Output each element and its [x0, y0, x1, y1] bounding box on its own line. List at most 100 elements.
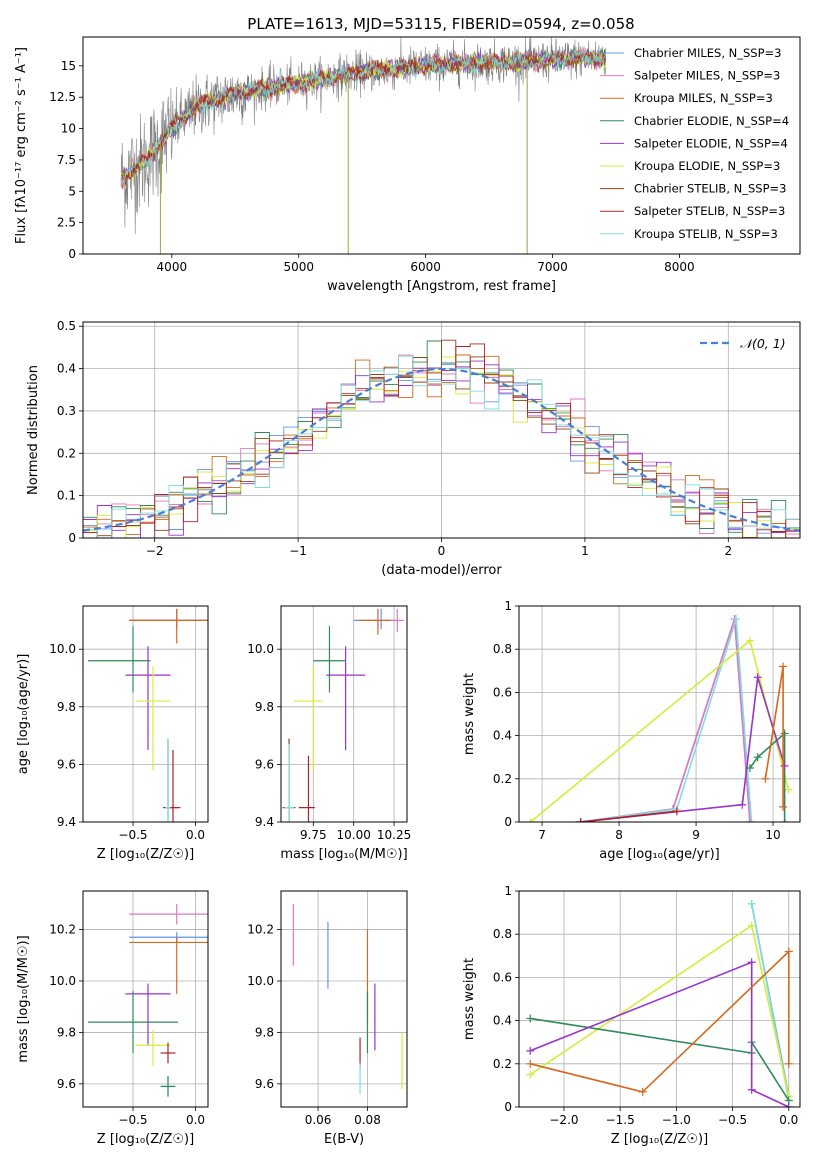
- y-tick-label: 0.6: [493, 970, 512, 984]
- y-axis-label: Flux [fλ10⁻¹⁷ erg cm⁻² s⁻¹ A⁻¹]: [14, 47, 29, 244]
- y-tick-label: 10.2: [247, 923, 274, 937]
- mass-weight-marker: [526, 1046, 535, 1055]
- x-tick-label: −0.5: [118, 828, 147, 842]
- x-tick-label: 6000: [410, 260, 441, 274]
- x-tick-label: −1.5: [606, 1113, 635, 1127]
- mass-weight-line: [530, 949, 790, 1093]
- x-axis-label: age [log₁₀(age/yr)]: [599, 847, 720, 862]
- mass-weight-marker: [747, 958, 756, 967]
- extinction-mass-panel: 0.06 0.08 9.6 9.8 10.0 10.2 E(B-V): [247, 890, 408, 1147]
- y-tick-label: 9.6: [57, 757, 76, 771]
- residual-histogram-line: [83, 355, 800, 538]
- y-tick-label: 0: [504, 1100, 512, 1114]
- y-tick-label: 7.5: [57, 153, 76, 167]
- mass-weight-marker: [738, 800, 747, 809]
- metallicity-mass-weight-panel: −2.0 −1.5 −1.0 −0.5 0.0 0 0.2 0.4 0.6 0.8 1 Z [log₁…: [462, 884, 801, 1147]
- model-spectrum-line: [120, 49, 606, 186]
- x-tick-label: 4000: [157, 260, 188, 274]
- axes-frame: [518, 890, 801, 1108]
- x-tick-label: −1.0: [662, 1113, 691, 1127]
- y-tick-label: 9.8: [255, 700, 274, 714]
- y-axis-label: mass weight: [462, 958, 477, 1040]
- y-tick-label: 9.4: [57, 815, 76, 829]
- mass-age-panel: 9.75 10.00 10.25 9.4 9.6 9.8 10.0 mass [log₁₀(M…: [247, 605, 411, 862]
- y-tick-label: 0.5: [57, 319, 76, 333]
- mass-weight-line: [580, 810, 677, 822]
- y-tick-label: 9.6: [255, 757, 274, 771]
- x-axis-label: mass [log₁₀(M/M☉)]: [280, 847, 407, 862]
- legend-entry: Chabrier MILES, N_SSP=3: [634, 46, 781, 60]
- y-tick-label: 0.4: [493, 729, 512, 743]
- spectrum-lines: [120, 37, 606, 254]
- y-axis-label: mass [log₁₀(M/M☉)]: [16, 935, 31, 1062]
- age-mass-weight-panel: 7 8 9 10 0 0.2 0.4 0.6 0.8 1 age [log₁₀(age/yr)] ma…: [462, 599, 801, 862]
- y-tick-label: 0.8: [493, 642, 512, 656]
- y-tick-label: 12.5: [49, 90, 76, 104]
- x-tick-label: 10.00: [337, 828, 371, 842]
- mass-weight-marker: [638, 1087, 647, 1096]
- x-axis-label: Z [log₁₀(Z/Z☉)]: [611, 1132, 708, 1147]
- mass-weight-marker: [761, 774, 770, 783]
- axes-frame: [82, 321, 801, 539]
- y-axis-label: age [log₁₀(age/yr)]: [16, 654, 31, 775]
- legend-entry: Chabrier STELIB, N_SSP=3: [634, 182, 786, 196]
- legend-entry: 𝒩(0, 1): [740, 336, 786, 351]
- x-tick-label: 0: [438, 544, 446, 558]
- y-tick-label: 0.8: [493, 927, 512, 941]
- axes-frame: [82, 36, 801, 255]
- weight-lines: [526, 614, 793, 822]
- mass-weight-marker: [526, 1070, 535, 1079]
- y-tick-label: 9.4: [255, 815, 274, 829]
- y-axis-label: Normed distribution: [26, 365, 41, 495]
- model-spectrum-line: [120, 52, 606, 184]
- y-tick-label: 9.8: [57, 1025, 76, 1039]
- y-tick-label: 10: [61, 122, 76, 136]
- x-tick-label: −0.5: [118, 1113, 147, 1127]
- y-tick-label: 2.5: [57, 216, 76, 230]
- residual-histogram-line: [83, 354, 800, 538]
- y-tick-label: 1: [504, 884, 512, 898]
- mass-weight-marker: [745, 636, 754, 645]
- errorbar-group: [292, 903, 403, 1095]
- y-tick-label: 10.0: [49, 642, 76, 656]
- y-tick-label: 15: [61, 59, 76, 73]
- axes-frame: [280, 890, 408, 1108]
- x-tick-label: 7: [538, 828, 546, 842]
- y-tick-label: 0.4: [57, 362, 76, 376]
- mass-weight-marker: [747, 1085, 756, 1094]
- x-tick-label: 9: [692, 828, 700, 842]
- y-tick-label: 9.6: [255, 1077, 274, 1091]
- mass-weight-marker: [784, 947, 793, 956]
- x-tick-label: 10: [765, 828, 780, 842]
- histogram-group: [83, 339, 800, 538]
- figure-title: PLATE=1613, MJD=53115, FIBERID=0594, z=0…: [247, 15, 634, 33]
- mass-weight-marker: [732, 614, 741, 623]
- spectrum-legend: Chabrier MILES, N_SSP=3 Salpeter MILES, N…: [600, 46, 789, 241]
- mass-weight-marker: [576, 818, 585, 822]
- mass-weight-marker: [747, 818, 756, 822]
- x-axis-label: (data-model)/error: [381, 563, 502, 578]
- mass-weight-marker: [745, 818, 754, 822]
- axes-frame: [82, 890, 209, 1108]
- y-tick-label: 10.2: [49, 923, 76, 937]
- mass-weight-marker: [779, 802, 788, 811]
- x-tick-label: −2: [146, 544, 164, 558]
- y-tick-label: 10.0: [49, 974, 76, 988]
- mass-weight-marker: [780, 761, 789, 770]
- x-axis-label: Z [log₁₀(Z/Z☉)]: [97, 847, 194, 862]
- mass-weight-line: [580, 677, 786, 822]
- y-tick-label: 0: [68, 531, 76, 545]
- legend-entry: Salpeter MILES, N_SSP=3: [634, 69, 780, 83]
- x-tick-label: 1: [581, 544, 589, 558]
- x-tick-label: 0.0: [779, 1113, 798, 1127]
- mass-weight-marker: [784, 1059, 793, 1068]
- x-axis-label: Z [log₁₀(Z/Z☉)]: [97, 1132, 194, 1147]
- x-tick-label: 8: [615, 828, 623, 842]
- x-tick-label: 2: [724, 544, 732, 558]
- mass-weight-marker: [784, 785, 793, 794]
- mass-weight-marker: [784, 1103, 793, 1107]
- mass-weight-marker: [753, 673, 762, 682]
- mass-weight-marker: [780, 729, 789, 738]
- y-tick-label: 10.0: [247, 974, 274, 988]
